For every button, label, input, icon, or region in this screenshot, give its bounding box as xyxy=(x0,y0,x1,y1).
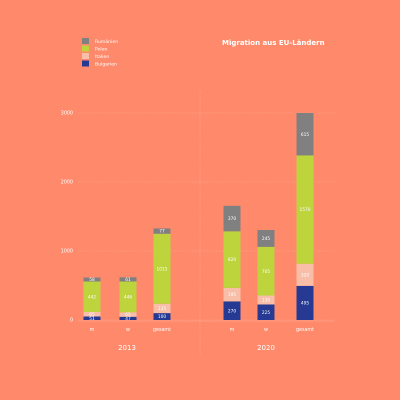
bar-2020-gesamt-Bulgarien xyxy=(296,285,314,320)
x-tick-label: gesamt xyxy=(296,327,314,333)
data-label-2020-w-Italien: 130 xyxy=(262,298,270,304)
legend-label-0: Rumänien xyxy=(95,39,118,45)
data-label-2013-w-Rumänien: 61 xyxy=(125,277,131,283)
data-label-2020-m-Italien: 195 xyxy=(228,292,236,298)
bar-2013-m-Bulgarien xyxy=(83,316,101,320)
y-tick-label: 0 xyxy=(70,318,73,324)
data-label-2020-m-Rumänien: 370 xyxy=(228,216,236,222)
legend-swatch-2 xyxy=(82,53,89,59)
bar-2013-gesamt-Rumänien xyxy=(153,228,171,234)
x-tick-label: w xyxy=(126,328,130,333)
x-tick-label: w xyxy=(264,328,268,333)
data-label-2013-gesamt-Italien: 135 xyxy=(158,306,166,312)
bar-2013-w-Rumänien xyxy=(119,277,137,282)
data-label-2020-gesamt-Polen: 1570 xyxy=(300,207,311,213)
y-tick-label: 2000 xyxy=(61,180,73,186)
data-label-2013-gesamt-Polen: 1015 xyxy=(157,266,168,272)
bar-2020-m-Polen xyxy=(223,231,241,288)
data-label-2020-w-Polen: 705 xyxy=(262,269,270,275)
data-label-2013-w-Italien: 65 xyxy=(125,312,131,318)
x-tick-label: m xyxy=(230,328,235,333)
data-label-2020-gesamt-Bulgarien: 495 xyxy=(301,301,309,307)
data-label-2013-gesamt-Rumänien: 77 xyxy=(159,229,165,235)
y-tick-label: 1000 xyxy=(61,249,73,255)
data-label-2013-m-Italien: 65 xyxy=(89,312,95,318)
bar-2020-gesamt-Rumänien xyxy=(296,113,314,156)
data-label-2013-m-Rumänien: 58 xyxy=(89,277,95,283)
bar-2013-gesamt-Polen xyxy=(153,233,171,304)
bar-2013-m-Rumänien xyxy=(83,277,101,282)
y-tick-label: 3000 xyxy=(61,111,73,117)
bar-2013-gesamt-Italien xyxy=(153,303,171,314)
group-label: 2020 xyxy=(257,344,275,352)
bar-2013-m-Italien xyxy=(83,311,101,317)
bar-2020-m-Italien xyxy=(223,287,241,302)
data-label-2020-m-Polen: 820 xyxy=(228,257,236,263)
data-label-2013-m-Bulgarien: 51 xyxy=(89,316,95,322)
bar-2020-w-Bulgarien xyxy=(257,304,275,320)
bars: 5165442584765446611001351015772701958203… xyxy=(83,113,314,322)
x-tick-label: gesamt xyxy=(153,327,171,333)
legend-label-1: Polen xyxy=(95,47,108,53)
bar-2020-m-Rumänien xyxy=(223,205,241,232)
bar-2013-w-Italien xyxy=(119,312,137,317)
bar-2013-w-Polen xyxy=(119,281,137,313)
grid xyxy=(78,112,335,321)
legend-swatch-3 xyxy=(82,60,89,67)
bar-2020-w-Rumänien xyxy=(257,229,275,247)
data-label-2020-gesamt-Rumänien: 615 xyxy=(301,132,309,138)
data-label-2013-w-Polen: 446 xyxy=(124,294,132,300)
bar-2013-m-Polen xyxy=(83,281,101,312)
axis: 0 1000 2000 3000 m w gesamt 2013 m w gesamt 2020 xyxy=(61,90,335,355)
bar-2020-gesamt-Italien xyxy=(296,263,314,286)
bar-2020-w-Polen xyxy=(257,246,275,296)
bar-2013-w-Bulgarien xyxy=(119,316,137,320)
legend-label-2: Italien xyxy=(95,54,109,60)
data-label-2020-w-Rumänien: 245 xyxy=(262,236,270,242)
bar-2013-gesamt-Bulgarien xyxy=(153,313,171,320)
bar-2020-m-Bulgarien xyxy=(223,301,241,320)
x-tick-label: m xyxy=(90,328,95,333)
legend-swatch-1 xyxy=(82,45,89,52)
data-label-2013-w-Bulgarien: 47 xyxy=(125,316,131,322)
bar-2020-gesamt-Polen xyxy=(296,155,314,264)
data-label-2013-m-Polen: 442 xyxy=(88,294,96,300)
group-label: 2013 xyxy=(118,344,136,352)
chart-title: Migration aus EU-Ländern xyxy=(222,39,325,47)
data-label-2020-m-Bulgarien: 270 xyxy=(228,308,236,314)
legend-label-3: Bulgarien xyxy=(95,62,117,68)
data-label-2020-w-Bulgarien: 225 xyxy=(262,310,270,316)
data-label-2013-gesamt-Bulgarien: 100 xyxy=(158,314,166,320)
data-label-2020-gesamt-Italien: 320 xyxy=(301,272,309,278)
bar-2020-w-Italien xyxy=(257,295,275,305)
legend-swatch-0 xyxy=(82,38,89,44)
